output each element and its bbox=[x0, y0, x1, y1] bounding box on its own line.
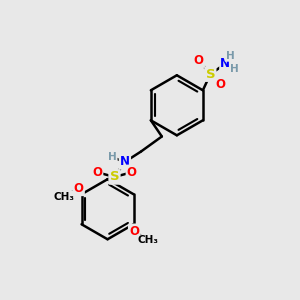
Text: O: O bbox=[129, 225, 139, 238]
Text: CH₃: CH₃ bbox=[53, 191, 74, 202]
Text: S: S bbox=[206, 68, 215, 81]
Text: CH₃: CH₃ bbox=[137, 236, 158, 245]
Text: O: O bbox=[127, 166, 137, 179]
Text: H: H bbox=[226, 51, 234, 61]
Text: O: O bbox=[216, 78, 226, 91]
Text: O: O bbox=[92, 166, 102, 179]
Text: N: N bbox=[120, 155, 130, 168]
Text: S: S bbox=[110, 170, 119, 183]
Text: H: H bbox=[230, 64, 239, 74]
Text: O: O bbox=[194, 54, 204, 67]
Text: O: O bbox=[74, 182, 84, 195]
Text: H: H bbox=[108, 152, 116, 162]
Text: N: N bbox=[220, 57, 230, 70]
